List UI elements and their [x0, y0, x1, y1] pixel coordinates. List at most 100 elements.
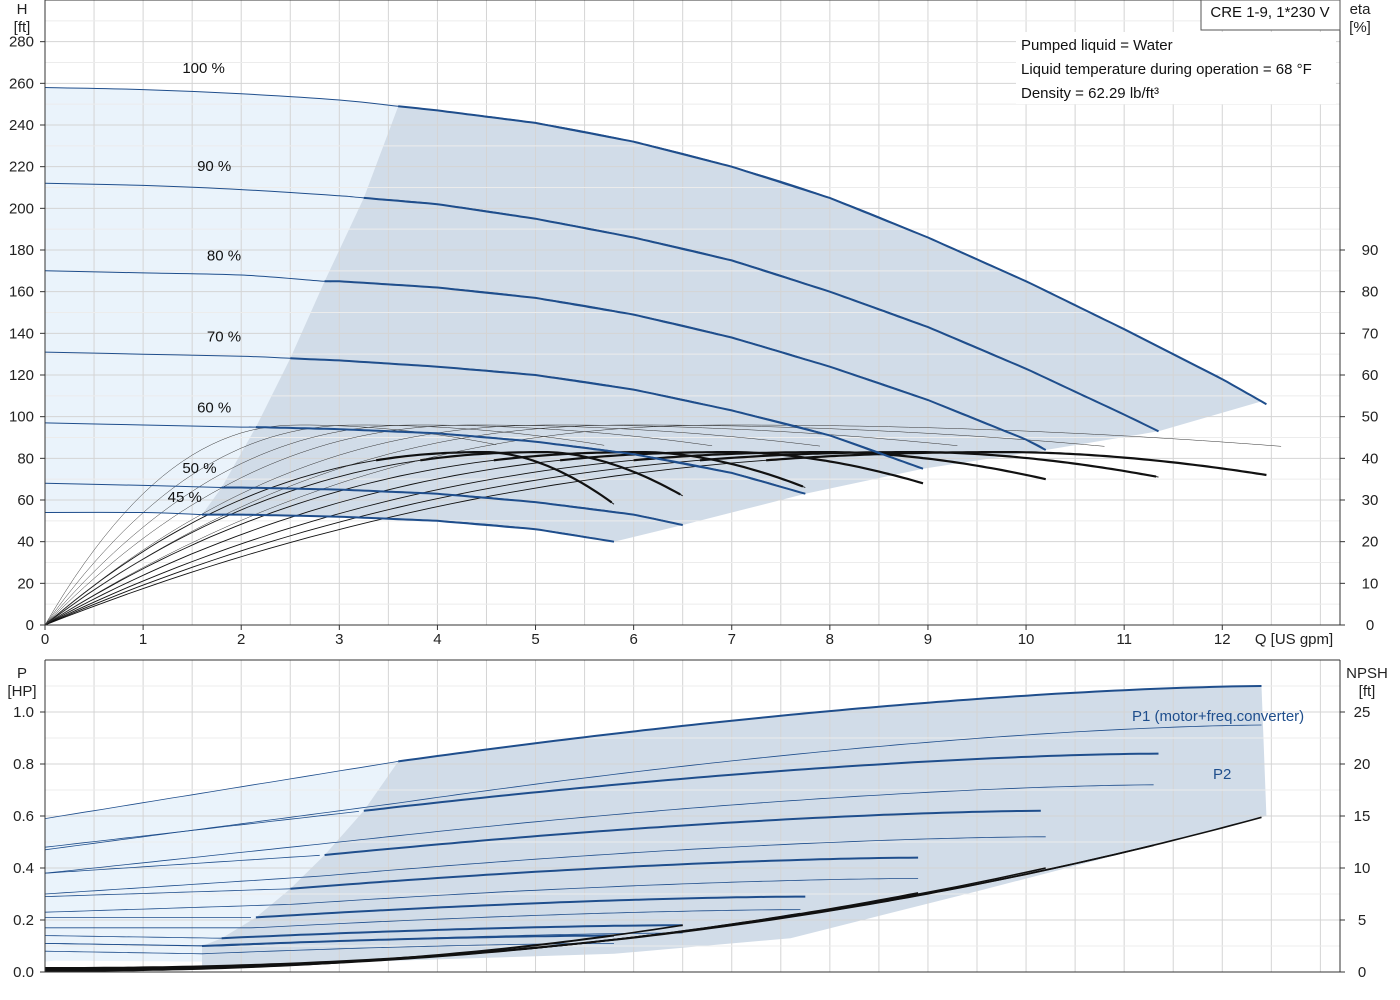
p-axis-label-line2: [HP]: [7, 683, 36, 700]
p2-series-label: P2: [1213, 766, 1231, 783]
head-curve: [363, 196, 1159, 433]
y-right-tick-label: 0: [1366, 617, 1374, 634]
y-right-tick-label: 30: [1362, 492, 1379, 509]
y-left-label-line2: [ft]: [14, 19, 31, 36]
head-tick-labels: 0 1 2 3 4 5 6 7 8 9 10 11 12020406080100120140160180…: [9, 34, 1378, 648]
efficiency-curve-operating: [493, 451, 804, 488]
x-tick-label: 12: [1214, 631, 1231, 648]
y-left-label-line1: H: [17, 1, 28, 18]
x-tick-label: 0: [41, 631, 49, 648]
p1-curve: [324, 809, 1041, 856]
npsh-curves: [45, 816, 1262, 972]
power-range-fill: [202, 686, 1267, 967]
efficiency-curve-extended: [44, 424, 1282, 626]
operating-range-fill: [45, 87, 1262, 542]
speed-label: 80 %: [207, 247, 241, 264]
p1-curve: [221, 924, 683, 940]
y-left-tick-label: 100: [9, 409, 34, 426]
p-tick-label: 0.0: [13, 964, 34, 981]
efficiency-curve-extended: [44, 424, 821, 626]
efficiency-curve-extended: [44, 424, 605, 626]
p1-curve: [201, 934, 614, 947]
p1-curve-thin: [44, 761, 399, 819]
x-tick-label: 6: [629, 631, 637, 648]
y-right-label-line1: eta: [1350, 1, 1372, 18]
info-box: [1016, 32, 1336, 104]
head-curve: [290, 357, 924, 470]
x-tick-label: 9: [924, 631, 932, 648]
p1-curve: [363, 752, 1159, 812]
head-curve: [202, 513, 615, 543]
y-right-tick-label: 60: [1362, 367, 1379, 384]
p2-curve: [44, 878, 919, 913]
npsh-tick-label: 5: [1358, 912, 1366, 929]
npsh-tick-label: 15: [1354, 808, 1371, 825]
y-left-tick-label: 0: [26, 617, 34, 634]
npsh-tick-label: 20: [1354, 756, 1371, 773]
speed-label: 90 %: [197, 158, 231, 175]
x-tick-label: 11: [1116, 631, 1132, 648]
head-curve: [324, 280, 1047, 451]
x-axis-label: Q [US gpm]: [1255, 631, 1333, 648]
npsh-tick-label: 10: [1354, 860, 1371, 877]
pump-name-box: [1200, 0, 1341, 31]
npsh-axis-label-line2: [ft]: [1359, 683, 1376, 700]
efficiency-curves: [44, 424, 1282, 626]
p1-series-label: P1 (motor+freq.converter): [1132, 708, 1304, 725]
p2-curve: [44, 784, 1154, 874]
power-tick-labels: 0.0 0.2 0.4 0.6 0.8 1.0 0 5 10 15 20 25: [13, 704, 1370, 981]
p2-curve: [45, 909, 801, 929]
p1-curve-thin: [44, 935, 222, 939]
y-right-tick-label: 90: [1362, 242, 1379, 259]
info-temperature: Liquid temperature during operation = 68…: [1021, 61, 1312, 78]
efficiency-curve-operating: [559, 451, 924, 485]
p1-curve-thin: [44, 943, 203, 947]
y-right-tick-label: 10: [1362, 575, 1379, 592]
y-right-tick-label: 50: [1362, 409, 1379, 426]
p2-curve: [44, 724, 1262, 851]
y-left-tick-label: 200: [9, 200, 34, 217]
y-left-tick-label: 60: [17, 492, 34, 509]
speed-label: 45 %: [168, 489, 202, 506]
head-curve: [398, 105, 1267, 406]
y-left-tick-label: 220: [9, 159, 34, 176]
y-left-tick-label: 260: [9, 75, 34, 92]
head-efficiency-panel: 0 1 2 3 4 5 6 7 8 9 10 11 12020406080100120140160180…: [9, 0, 1378, 648]
y-left-tick-label: 40: [17, 534, 34, 551]
npsh-axis-label-line1: NPSH: [1346, 665, 1388, 682]
speed-label: 100 %: [182, 60, 225, 77]
y-left-tick-label: 160: [9, 284, 34, 301]
head-curve: [255, 426, 806, 495]
efficiency-curve-extended: [44, 424, 958, 626]
y-right-tick-label: 40: [1362, 450, 1379, 467]
pump-name: CRE 1-9, 1*230 V: [1210, 4, 1329, 21]
y-right-label-line2: [%]: [1349, 19, 1371, 36]
x-tick-label: 3: [335, 631, 343, 648]
y-left-tick-label: 180: [9, 242, 34, 259]
x-tick-label: 5: [531, 631, 539, 648]
speed-label: 50 %: [182, 460, 216, 477]
p-tick-label: 0.4: [13, 860, 34, 877]
power-grid: [45, 660, 1340, 972]
p2-curve: [44, 943, 614, 955]
speed-label: 70 %: [207, 329, 241, 346]
y-left-tick-label: 140: [9, 325, 34, 342]
head-curve: [221, 486, 683, 526]
npsh-curve: [45, 934, 615, 972]
x-tick-label: 2: [237, 631, 245, 648]
p2-curve: [44, 836, 1046, 895]
p-tick-label: 1.0: [13, 704, 34, 721]
p1-curve-thin: [44, 888, 291, 897]
y-left-tick-label: 120: [9, 367, 34, 384]
p1-curves: [44, 685, 1262, 947]
p-axis-label-line1: P: [17, 665, 27, 682]
y-left-tick-label: 280: [9, 34, 34, 51]
npsh-tick-label: 0: [1358, 964, 1366, 981]
p-tick-label: 0.2: [13, 912, 34, 929]
x-tick-label: 10: [1018, 631, 1035, 648]
x-tick-label: 1: [139, 631, 147, 648]
x-tick-label: 8: [826, 631, 834, 648]
p1-curve: [398, 685, 1262, 763]
x-tick-label: 4: [433, 631, 441, 648]
